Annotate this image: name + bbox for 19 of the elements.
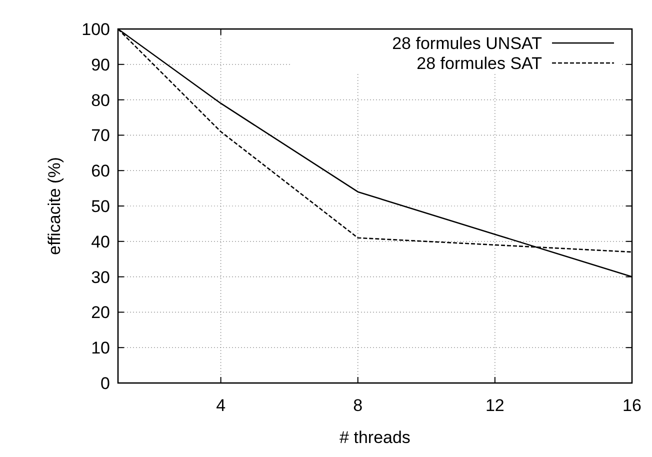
x-tick-label: 8 — [353, 396, 363, 415]
x-tick-label: 12 — [485, 396, 504, 415]
y-tick-label: 80 — [91, 90, 110, 110]
x-tick-label: 16 — [622, 396, 642, 415]
legend-label: 28 formules SAT — [416, 54, 542, 73]
y-tick-label: 0 — [100, 374, 110, 393]
x-tick-label: 4 — [216, 396, 226, 415]
legend-label: 28 formules UNSAT — [392, 34, 542, 53]
y-axis-title: efficacite (%) — [45, 157, 64, 255]
x-axis-title: # threads — [340, 428, 410, 447]
y-tick-label: 40 — [91, 232, 110, 252]
y-tick-label: 100 — [82, 20, 110, 39]
y-tick-label: 10 — [91, 338, 110, 358]
y-tick-label: 90 — [91, 55, 110, 74]
y-tick-label: 50 — [91, 196, 110, 216]
y-tick-label: 30 — [91, 268, 110, 287]
y-tick-label: 70 — [91, 126, 110, 146]
y-tick-label: 20 — [91, 303, 110, 322]
y-tick-label: 60 — [91, 162, 110, 181]
